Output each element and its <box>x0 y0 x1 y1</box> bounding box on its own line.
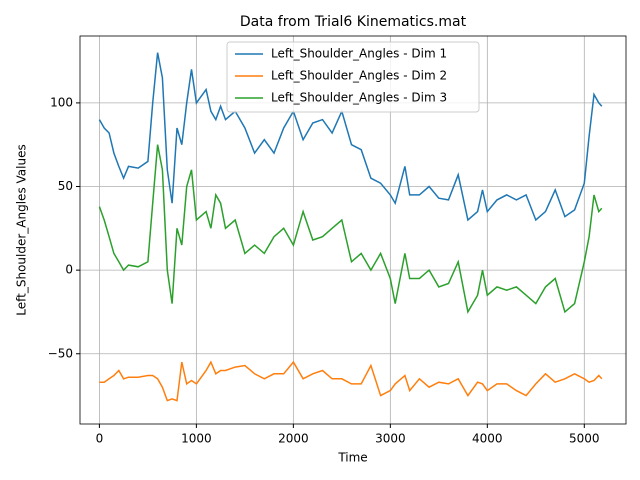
legend-label: Left_Shoulder_Angles - Dim 1 <box>271 47 447 61</box>
plot-frame <box>79 35 627 425</box>
x-tick-label: 2000 <box>278 432 309 446</box>
chart-title: Data from Trial6 Kinematics.mat <box>240 14 467 30</box>
y-tick-label: −50 <box>48 346 73 360</box>
legend-label: Left_Shoulder_Angles - Dim 3 <box>271 91 447 105</box>
y-axis-label: Left_Shoulder_Angles Values <box>15 144 29 315</box>
x-tick-label: 3000 <box>375 432 406 446</box>
x-tick-label: 0 <box>96 432 104 446</box>
data-line <box>98 52 603 222</box>
y-tick-label: 0 <box>65 263 73 277</box>
x-tick-label: 1000 <box>181 432 212 446</box>
legend-box <box>226 41 480 113</box>
x-tick-label: 5000 <box>569 432 600 446</box>
legend-label: Left_Shoulder_Angles - Dim 2 <box>271 69 447 83</box>
y-tick-label: 50 <box>58 179 73 193</box>
data-line <box>98 144 603 315</box>
x-axis-label: Time <box>337 451 367 465</box>
x-tick-label: 4000 <box>472 432 503 446</box>
data-line <box>99 360 603 402</box>
y-tick-label: 100 <box>50 95 73 109</box>
